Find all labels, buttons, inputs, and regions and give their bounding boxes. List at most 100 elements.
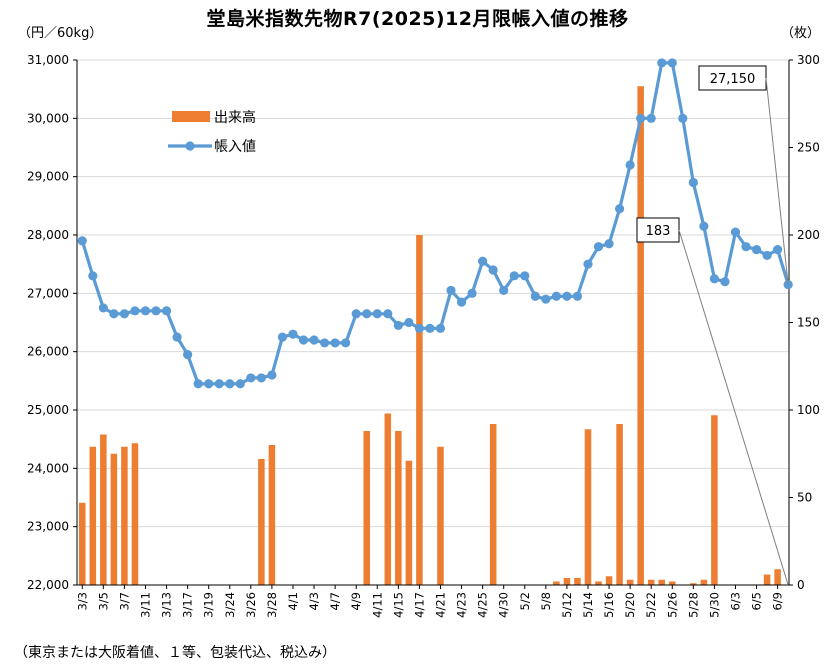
x-axis-tick-label: 3/28 xyxy=(265,592,279,618)
price-point xyxy=(193,379,203,389)
price-point xyxy=(730,227,741,237)
volume-bar xyxy=(690,583,697,585)
price-point xyxy=(277,332,288,342)
right-axis-unit: （枚） xyxy=(781,26,821,41)
x-axis-tick-label: 3/24 xyxy=(223,592,237,618)
legend-swatch-marker xyxy=(185,141,195,151)
price-point xyxy=(751,244,762,255)
volume-bar xyxy=(363,431,370,585)
x-axis-tick-label: 5/16 xyxy=(602,592,616,618)
price-point xyxy=(551,291,561,301)
left-axis-tick-label: 29,000 xyxy=(27,170,69,184)
x-axis-tick-label: 5/2 xyxy=(518,592,532,611)
x-axis-tick-label: 6/3 xyxy=(728,592,742,611)
volume-bar xyxy=(595,581,602,585)
x-axis-tick-label: 4/15 xyxy=(391,592,405,618)
legend-swatch-bar xyxy=(172,111,210,122)
chart-title: 堂島米指数先物R7(2025)12月限帳入値の推移 xyxy=(206,8,629,30)
x-axis-tick-label: 5/14 xyxy=(581,592,595,618)
right-axis-tick-label: 300 xyxy=(797,53,820,67)
x-axis-tick-label: 4/17 xyxy=(412,592,426,618)
annotation-box xyxy=(698,65,767,91)
volume-bar xyxy=(563,578,571,585)
volume-bar xyxy=(637,86,644,585)
price-point xyxy=(520,271,530,281)
annotation-label: 183 xyxy=(646,224,671,239)
price-point xyxy=(98,303,108,313)
price-point xyxy=(720,277,730,287)
left-axis-tick-label: 28,000 xyxy=(27,228,69,242)
price-point xyxy=(583,259,593,269)
x-axis-tick-label: 6/9 xyxy=(771,592,785,611)
x-axis-tick-label: 3/17 xyxy=(181,592,195,618)
volume-bar xyxy=(110,453,118,585)
x-axis-tick-label: 4/11 xyxy=(370,592,384,618)
volume-bar xyxy=(763,574,771,585)
volume-bar xyxy=(616,424,623,585)
x-axis-tick-label: 4/1 xyxy=(286,592,300,611)
price-point xyxy=(225,379,235,389)
price-point xyxy=(372,309,382,319)
price-point xyxy=(130,306,140,316)
price-point xyxy=(604,239,614,249)
volume-bar xyxy=(395,431,402,585)
x-axis-tick-label: 5/8 xyxy=(539,592,553,611)
volume-bar xyxy=(605,576,613,585)
price-point xyxy=(488,265,498,275)
price-point xyxy=(678,113,688,123)
annotation-last-volume: 183 xyxy=(636,217,789,586)
volume-bar xyxy=(711,415,718,585)
price-point xyxy=(762,250,772,261)
x-axis-tick-label: 5/26 xyxy=(665,592,679,618)
price-point xyxy=(161,306,172,316)
x-axis-tick-label: 4/3 xyxy=(307,592,321,611)
left-axis-tick-label: 31,000 xyxy=(27,53,69,67)
price-point xyxy=(456,297,467,307)
x-axis-tick-label: 5/20 xyxy=(623,592,637,618)
x-axis-tick-label: 5/22 xyxy=(644,592,658,618)
price-point xyxy=(625,160,635,170)
price-point xyxy=(425,323,435,333)
volume-bar xyxy=(416,235,423,585)
annotation-last-price: 27,150 xyxy=(698,65,789,285)
volume-bar xyxy=(437,446,444,585)
right-axis-tick-label: 250 xyxy=(797,141,820,155)
price-point xyxy=(109,309,119,319)
right-axis-tick-label: 50 xyxy=(797,491,812,505)
price-point xyxy=(478,256,488,266)
price-point xyxy=(593,242,604,252)
price-point xyxy=(288,329,298,339)
price-point xyxy=(235,379,245,389)
price-point xyxy=(172,332,182,342)
price-point xyxy=(709,274,720,284)
price-point xyxy=(204,379,214,389)
price-point xyxy=(499,285,509,296)
annotation-leader xyxy=(765,77,789,285)
x-axis-tick-label: 5/28 xyxy=(686,592,700,618)
x-axis-tick-label: 4/30 xyxy=(497,592,511,618)
volume-bar xyxy=(553,581,560,585)
price-point xyxy=(267,370,277,380)
volume-bar xyxy=(405,460,413,585)
price-point xyxy=(151,306,161,316)
price-point xyxy=(309,335,319,345)
price-point xyxy=(699,221,709,231)
x-axis-tick-label: 3/11 xyxy=(138,592,152,618)
volume-bar xyxy=(774,569,781,585)
left-axis-unit: （円／60kg） xyxy=(18,26,103,41)
x-axis-tick-label: 6/5 xyxy=(750,592,764,611)
price-point xyxy=(319,338,330,348)
price-point xyxy=(383,309,393,319)
right-axis-tick-label: 0 xyxy=(797,578,805,592)
volume-bar xyxy=(668,581,676,585)
x-axis-tick-label: 3/26 xyxy=(244,592,258,618)
price-point xyxy=(362,309,372,319)
volume-bar xyxy=(268,445,276,585)
price-point xyxy=(330,338,340,348)
x-axis-tick-label: 3/3 xyxy=(75,592,89,611)
price-point xyxy=(562,291,572,301)
x-axis-tick-label: 5/30 xyxy=(707,592,721,618)
price-point xyxy=(446,285,456,296)
